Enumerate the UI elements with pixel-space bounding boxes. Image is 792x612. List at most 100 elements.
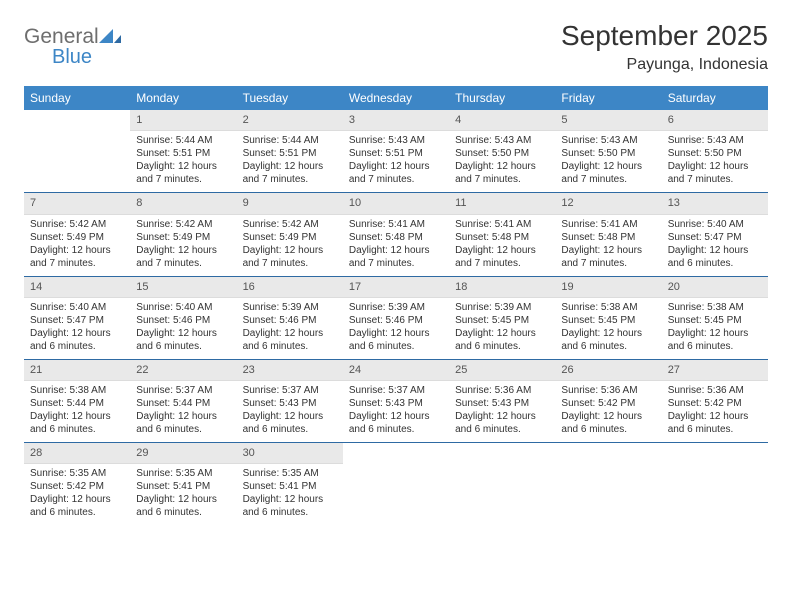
day-number: 23 [237, 360, 343, 381]
calendar-day: 8Sunrise: 5:42 AMSunset: 5:49 PMDaylight… [130, 193, 236, 276]
day-details: Sunrise: 5:36 AMSunset: 5:42 PMDaylight:… [662, 381, 768, 442]
calendar-day: 4Sunrise: 5:43 AMSunset: 5:50 PMDaylight… [449, 110, 555, 193]
day-details: Sunrise: 5:39 AMSunset: 5:46 PMDaylight:… [237, 298, 343, 359]
calendar-day: 14Sunrise: 5:40 AMSunset: 5:47 PMDayligh… [24, 277, 130, 360]
calendar-day: 23Sunrise: 5:37 AMSunset: 5:43 PMDayligh… [237, 360, 343, 443]
day-number: 20 [662, 277, 768, 298]
calendar-body: ..1Sunrise: 5:44 AMSunset: 5:51 PMDaylig… [24, 110, 768, 525]
calendar-day: 25Sunrise: 5:36 AMSunset: 5:43 PMDayligh… [449, 360, 555, 443]
day-details: Sunrise: 5:40 AMSunset: 5:46 PMDaylight:… [130, 298, 236, 359]
calendar-header-row: SundayMondayTuesdayWednesdayThursdayFrid… [24, 86, 768, 110]
day-number: 21 [24, 360, 130, 381]
day-number: 18 [449, 277, 555, 298]
day-number: 4 [449, 110, 555, 131]
day-details: Sunrise: 5:43 AMSunset: 5:50 PMDaylight:… [555, 131, 661, 192]
calendar-day: 11Sunrise: 5:41 AMSunset: 5:48 PMDayligh… [449, 193, 555, 276]
page-title: September 2025 [561, 20, 768, 52]
day-number: 5 [555, 110, 661, 131]
calendar-day: 26Sunrise: 5:36 AMSunset: 5:42 PMDayligh… [555, 360, 661, 443]
brand-name: General Blue [24, 26, 121, 67]
day-number: 29 [130, 443, 236, 464]
day-number: 11 [449, 193, 555, 214]
calendar-day: 18Sunrise: 5:39 AMSunset: 5:45 PMDayligh… [449, 277, 555, 360]
calendar-day: 19Sunrise: 5:38 AMSunset: 5:45 PMDayligh… [555, 277, 661, 360]
calendar-week: 21Sunrise: 5:38 AMSunset: 5:44 PMDayligh… [24, 360, 768, 443]
day-number: 17 [343, 277, 449, 298]
calendar-day: 13Sunrise: 5:40 AMSunset: 5:47 PMDayligh… [662, 193, 768, 276]
day-number: 28 [24, 443, 130, 464]
day-details: Sunrise: 5:35 AMSunset: 5:41 PMDaylight:… [130, 464, 236, 525]
calendar-day: 2Sunrise: 5:44 AMSunset: 5:51 PMDaylight… [237, 110, 343, 193]
title-block: September 2025 Payunga, Indonesia [561, 20, 768, 74]
day-number: 26 [555, 360, 661, 381]
day-details: Sunrise: 5:36 AMSunset: 5:42 PMDaylight:… [555, 381, 661, 442]
day-number: 30 [237, 443, 343, 464]
day-number: 25 [449, 360, 555, 381]
calendar-day: 30Sunrise: 5:35 AMSunset: 5:41 PMDayligh… [237, 443, 343, 525]
day-details: Sunrise: 5:41 AMSunset: 5:48 PMDaylight:… [449, 215, 555, 276]
calendar-day: 20Sunrise: 5:38 AMSunset: 5:45 PMDayligh… [662, 277, 768, 360]
day-details: Sunrise: 5:37 AMSunset: 5:44 PMDaylight:… [130, 381, 236, 442]
day-number: 7 [24, 193, 130, 214]
day-number: 8 [130, 193, 236, 214]
calendar-day: 15Sunrise: 5:40 AMSunset: 5:46 PMDayligh… [130, 277, 236, 360]
day-details: Sunrise: 5:41 AMSunset: 5:48 PMDaylight:… [343, 215, 449, 276]
day-number: 22 [130, 360, 236, 381]
calendar-day: .. [555, 443, 661, 525]
calendar-day: 1Sunrise: 5:44 AMSunset: 5:51 PMDaylight… [130, 110, 236, 193]
day-number: 27 [662, 360, 768, 381]
calendar-day: .. [24, 110, 130, 193]
weekday-header: Saturday [662, 86, 768, 110]
page-header: General Blue September 2025 Payunga, Ind… [24, 20, 768, 74]
day-number: 12 [555, 193, 661, 214]
day-details: Sunrise: 5:40 AMSunset: 5:47 PMDaylight:… [662, 215, 768, 276]
brand-top: General [24, 25, 99, 48]
calendar-week: 7Sunrise: 5:42 AMSunset: 5:49 PMDaylight… [24, 193, 768, 276]
day-details: Sunrise: 5:42 AMSunset: 5:49 PMDaylight:… [130, 215, 236, 276]
weekday-header: Thursday [449, 86, 555, 110]
day-number: 24 [343, 360, 449, 381]
day-details: Sunrise: 5:39 AMSunset: 5:46 PMDaylight:… [343, 298, 449, 359]
brand-sail-icon [99, 26, 121, 47]
brand-bottom: Blue [52, 47, 121, 67]
weekday-header: Friday [555, 86, 661, 110]
calendar-day: 10Sunrise: 5:41 AMSunset: 5:48 PMDayligh… [343, 193, 449, 276]
day-number: 2 [237, 110, 343, 131]
calendar-day: 28Sunrise: 5:35 AMSunset: 5:42 PMDayligh… [24, 443, 130, 525]
calendar-day: 27Sunrise: 5:36 AMSunset: 5:42 PMDayligh… [662, 360, 768, 443]
day-details: Sunrise: 5:35 AMSunset: 5:41 PMDaylight:… [237, 464, 343, 525]
day-number: 1 [130, 110, 236, 131]
day-details: Sunrise: 5:43 AMSunset: 5:50 PMDaylight:… [449, 131, 555, 192]
day-details: Sunrise: 5:38 AMSunset: 5:45 PMDaylight:… [555, 298, 661, 359]
day-details: Sunrise: 5:35 AMSunset: 5:42 PMDaylight:… [24, 464, 130, 525]
calendar-day: 3Sunrise: 5:43 AMSunset: 5:51 PMDaylight… [343, 110, 449, 193]
day-details: Sunrise: 5:38 AMSunset: 5:44 PMDaylight:… [24, 381, 130, 442]
calendar-day: 12Sunrise: 5:41 AMSunset: 5:48 PMDayligh… [555, 193, 661, 276]
calendar-page: General Blue September 2025 Payunga, Ind… [0, 0, 792, 545]
day-details: Sunrise: 5:43 AMSunset: 5:50 PMDaylight:… [662, 131, 768, 192]
calendar-week: 14Sunrise: 5:40 AMSunset: 5:47 PMDayligh… [24, 277, 768, 360]
day-number: 6 [662, 110, 768, 131]
day-details: Sunrise: 5:43 AMSunset: 5:51 PMDaylight:… [343, 131, 449, 192]
calendar-day: .. [449, 443, 555, 525]
calendar-table: SundayMondayTuesdayWednesdayThursdayFrid… [24, 86, 768, 525]
day-number: 3 [343, 110, 449, 131]
day-details: Sunrise: 5:41 AMSunset: 5:48 PMDaylight:… [555, 215, 661, 276]
day-details: Sunrise: 5:38 AMSunset: 5:45 PMDaylight:… [662, 298, 768, 359]
calendar-day: 17Sunrise: 5:39 AMSunset: 5:46 PMDayligh… [343, 277, 449, 360]
weekday-header: Tuesday [237, 86, 343, 110]
calendar-day: 7Sunrise: 5:42 AMSunset: 5:49 PMDaylight… [24, 193, 130, 276]
brand-logo: General Blue [24, 20, 121, 67]
day-details: Sunrise: 5:42 AMSunset: 5:49 PMDaylight:… [24, 215, 130, 276]
calendar-day: 21Sunrise: 5:38 AMSunset: 5:44 PMDayligh… [24, 360, 130, 443]
calendar-day: .. [343, 443, 449, 525]
day-details: Sunrise: 5:44 AMSunset: 5:51 PMDaylight:… [237, 131, 343, 192]
calendar-day: 24Sunrise: 5:37 AMSunset: 5:43 PMDayligh… [343, 360, 449, 443]
calendar-day: 22Sunrise: 5:37 AMSunset: 5:44 PMDayligh… [130, 360, 236, 443]
location-subtitle: Payunga, Indonesia [561, 56, 768, 74]
calendar-day: 6Sunrise: 5:43 AMSunset: 5:50 PMDaylight… [662, 110, 768, 193]
calendar-day: .. [662, 443, 768, 525]
day-number: 14 [24, 277, 130, 298]
calendar-day: 9Sunrise: 5:42 AMSunset: 5:49 PMDaylight… [237, 193, 343, 276]
weekday-header: Monday [130, 86, 236, 110]
